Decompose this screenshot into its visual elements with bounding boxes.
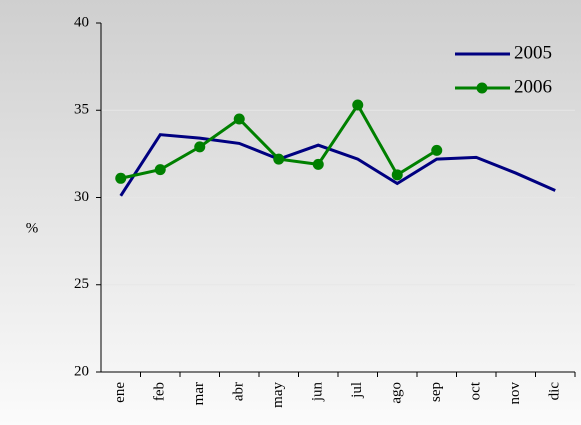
legend-marker — [476, 82, 488, 94]
point — [154, 164, 166, 176]
y-tick-label: 35 — [74, 102, 89, 118]
x-tick-label: mar — [191, 382, 207, 405]
legend-label: 2006 — [514, 76, 552, 97]
x-tick-label: dic — [547, 382, 563, 401]
point — [352, 99, 364, 111]
series-line — [119, 133, 556, 197]
x-tick-label: sep — [428, 382, 444, 402]
x-tick-label: abr — [231, 382, 247, 401]
x-tick-label: ene — [112, 382, 128, 403]
y-tick-label: 40 — [74, 14, 89, 30]
x-tick-label: nov — [507, 382, 523, 405]
legend-label: 2005 — [514, 42, 552, 63]
y-tick-label: 25 — [74, 276, 89, 292]
x-tick-label: oct — [468, 381, 484, 400]
x-tick-label: feb — [152, 382, 168, 401]
y-tick-label: 30 — [74, 189, 89, 205]
point — [233, 113, 245, 125]
point — [312, 158, 324, 170]
x-tick-label: ago — [389, 382, 405, 404]
point — [115, 172, 127, 184]
x-tick-label: jun — [310, 382, 326, 403]
y-axis-label: % — [26, 220, 39, 236]
point — [194, 141, 206, 153]
point — [391, 169, 403, 181]
x-tick-label: may — [270, 382, 286, 408]
y-tick-label: 20 — [74, 363, 89, 379]
x-tick-label: jul — [349, 382, 365, 399]
point — [273, 153, 285, 165]
point — [431, 144, 443, 156]
